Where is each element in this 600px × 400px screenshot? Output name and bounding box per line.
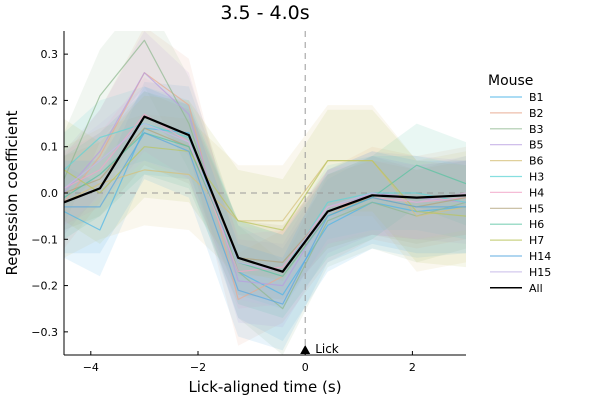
legend-label-all: All bbox=[529, 282, 543, 295]
band-h6 bbox=[64, 91, 466, 318]
band-h14 bbox=[64, 86, 466, 351]
band-b1 bbox=[64, 81, 466, 342]
series-line-h15 bbox=[64, 122, 466, 273]
y-tick-label: −0.1 bbox=[31, 233, 58, 246]
legend-label-b1: B1 bbox=[529, 91, 544, 104]
y-tick-label: 0.2 bbox=[41, 94, 59, 107]
x-tick-label: −4 bbox=[83, 361, 99, 374]
band-h5 bbox=[64, 91, 466, 300]
x-tick-label: 0 bbox=[302, 361, 309, 374]
band-b3 bbox=[64, 31, 466, 355]
series-line-b3 bbox=[64, 39, 466, 310]
x-tick-label: −2 bbox=[190, 361, 206, 374]
y-axis-label: Regression coefficient bbox=[3, 110, 21, 275]
band-b5 bbox=[64, 31, 466, 328]
x-tick-label: 2 bbox=[409, 361, 416, 374]
series-line-b5 bbox=[64, 72, 466, 287]
series-line-b6 bbox=[64, 160, 466, 222]
legend-label-b2: B2 bbox=[529, 107, 544, 120]
legend-label-b5: B5 bbox=[529, 139, 544, 152]
series-line-all bbox=[64, 115, 466, 273]
y-tick-label: 0.0 bbox=[41, 187, 59, 200]
lick-marker-icon bbox=[300, 345, 311, 354]
x-axis-label: Lick-aligned time (s) bbox=[188, 378, 341, 396]
legend-label-h5: H5 bbox=[529, 202, 544, 215]
band-b6 bbox=[64, 105, 466, 277]
band-h4 bbox=[64, 77, 466, 309]
confidence-bands bbox=[64, 31, 466, 355]
legend-label-h3: H3 bbox=[529, 171, 544, 184]
tick-labels: −4 −2 0 2 −0.3 −0.2 −0.1 0.0 0.1 0.2 0.3 bbox=[31, 48, 416, 374]
y-tick-label: 0.3 bbox=[41, 48, 59, 61]
y-tick-label: −0.3 bbox=[31, 326, 58, 339]
band-h15 bbox=[64, 86, 466, 309]
series-line-h14 bbox=[64, 132, 466, 305]
legend-label-h4: H4 bbox=[529, 186, 544, 199]
legend-title: Mouse bbox=[488, 73, 533, 89]
lick-label: Lick bbox=[315, 342, 339, 356]
legend: B1 B2 B3 B5 B6 H3 H4 H5 H6 H7 H14 H15 All bbox=[490, 91, 551, 295]
chart-title: 3.5 - 4.0s bbox=[220, 2, 309, 24]
band-b2 bbox=[64, 31, 466, 346]
y-tick-label: 0.1 bbox=[41, 141, 59, 154]
legend-label-h15: H15 bbox=[529, 266, 551, 279]
lick-annotation: Lick bbox=[300, 342, 339, 356]
y-tick-label: −0.2 bbox=[31, 280, 58, 293]
band-h3 bbox=[64, 86, 466, 309]
legend-label-b3: B3 bbox=[529, 123, 544, 136]
band-h7 bbox=[64, 95, 466, 281]
series-lines bbox=[64, 39, 466, 310]
legend-label-b6: B6 bbox=[529, 155, 544, 168]
legend-label-h6: H6 bbox=[529, 218, 544, 231]
legend-label-h7: H7 bbox=[529, 234, 544, 247]
legend-label-h14: H14 bbox=[529, 250, 551, 263]
